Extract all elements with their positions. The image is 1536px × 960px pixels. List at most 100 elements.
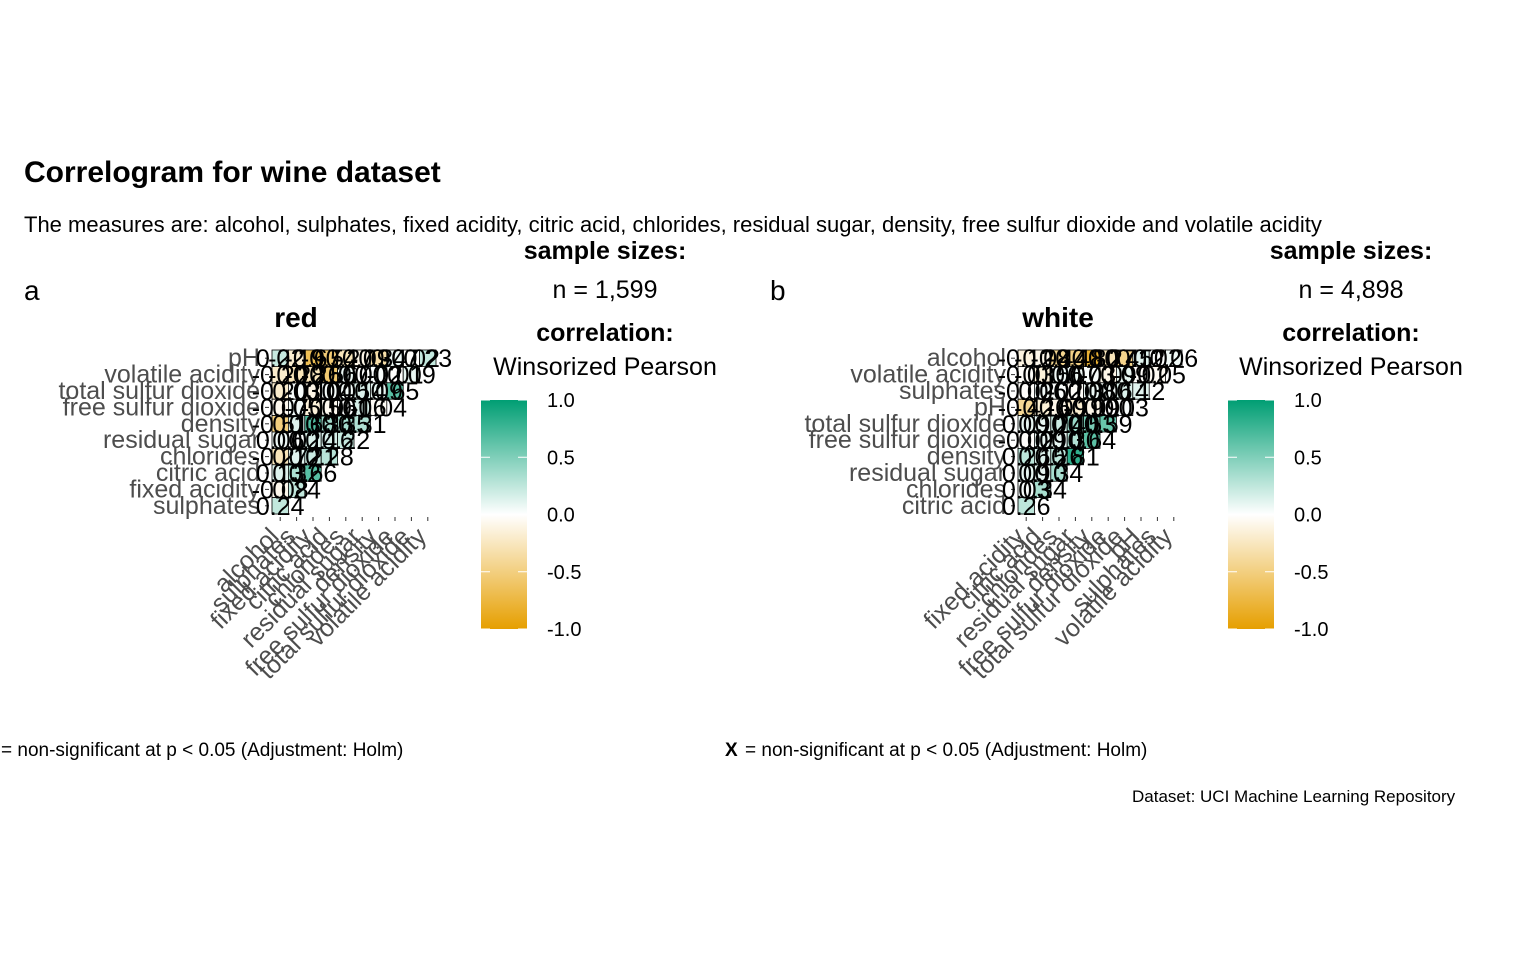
legend-tick-label: 0.5 xyxy=(1294,447,1322,469)
cell-value-label: 0.09 xyxy=(387,362,436,390)
legend-tick-label: 1.0 xyxy=(1294,390,1322,412)
sample-size-value-red: n = 1,599 xyxy=(553,276,658,304)
cell-value-label: -0.04 xyxy=(350,394,407,422)
color-legend-white: 1.0 0.5 0.0 -0.5 -1.0 xyxy=(1228,390,1328,641)
cell-value-label: 0.15 xyxy=(1018,444,1067,472)
cell-value-label: -0.07 xyxy=(252,394,309,422)
cell-value-label: 0.14 xyxy=(1100,378,1149,406)
cell-value-label: 0.14 xyxy=(289,427,338,455)
y-tick-label: pH xyxy=(228,344,260,372)
cell-value-label: 0.20 xyxy=(1035,411,1084,439)
cell-value-label: 0.10 xyxy=(1018,411,1067,439)
cell-value-label: -0.15 xyxy=(285,394,342,422)
y-tick-label: free sulfur dioxide xyxy=(63,393,260,421)
heatmap-cell xyxy=(353,415,371,433)
cell-value-label: 0.03 xyxy=(272,378,321,406)
cell-value-label: 0.09 xyxy=(1002,411,1051,439)
heatmap-cell xyxy=(1132,382,1150,400)
cell-value-label: 0.35 xyxy=(321,411,370,439)
y-tick-label: citric acid xyxy=(902,492,1006,520)
cell-value-label: 0.14 xyxy=(338,378,387,406)
cell-value-label: 0.26 xyxy=(1002,493,1051,521)
heatmap-cell xyxy=(1165,349,1183,367)
cell-value-label: -0.03 xyxy=(998,362,1055,390)
panel-title-red: red xyxy=(274,302,318,333)
cell-value-label: 0.05 xyxy=(321,378,370,406)
cell-value-label: 0.22 xyxy=(256,345,305,373)
cell-value-label: 0.31 xyxy=(338,411,387,439)
cell-value-label: 0.02 xyxy=(1035,378,1084,406)
footnote-white: = non-significant at p < 0.05 (Adjustmen… xyxy=(745,740,1147,761)
cell-value-label: 0.26 xyxy=(1035,444,1084,472)
sample-sizes-label-red: sample sizes: xyxy=(524,237,687,265)
cell-value-label: 0.10 xyxy=(1035,427,1084,455)
cell-value-label: 0.32 xyxy=(272,460,321,488)
cell-value-label: 0.00 xyxy=(1084,394,1133,422)
cell-value-label: 0.05 xyxy=(272,394,321,422)
cell-value-label: 0.06 xyxy=(256,427,305,455)
legend-ticks-white: 1.0 0.5 0.0 -0.5 -1.0 xyxy=(1228,390,1328,641)
heatmap-cell xyxy=(337,431,355,449)
cell-value-label: -0.67 xyxy=(285,345,342,373)
heatmap-cell xyxy=(369,398,388,417)
cell-value-label: 0.53 xyxy=(1067,411,1116,439)
cell-value-label: 0.81 xyxy=(1051,444,1100,472)
y-tick-label: chlorides xyxy=(906,475,1006,503)
cell-value-label: 0.13 xyxy=(256,460,305,488)
cell-value-label: -0.56 xyxy=(301,362,358,390)
heatmap-cell xyxy=(402,365,421,384)
y-tick-label: density xyxy=(181,410,261,438)
legend-subtitle-white: Winsorized Pearson xyxy=(1239,353,1463,381)
cell-value-label: 0.12 xyxy=(1117,378,1166,406)
y-tick-label: residual sugar xyxy=(103,426,260,454)
heatmap-cell xyxy=(1099,415,1117,433)
y-tick-label: volatile acidity xyxy=(850,361,1006,389)
legend-subtitle-red: Winsorized Pearson xyxy=(493,353,717,381)
cell-value-label: -0.27 xyxy=(1080,345,1137,373)
cell-value-label: 0.02 xyxy=(354,362,403,390)
cell-value-label: 0.28 xyxy=(305,444,354,472)
panel-white: b white sample sizes: n = 4,898 correlat… xyxy=(725,237,1463,761)
legend-tick-label: 0.0 xyxy=(547,505,575,527)
cell-value-label: -0.09 xyxy=(334,345,391,373)
y-tick-label: residual sugar xyxy=(849,459,1006,487)
cell-value-label: 0.22 xyxy=(321,427,370,455)
cell-value-label: -0.02 xyxy=(383,345,440,373)
cell-value-label: 0.64 xyxy=(1067,427,1116,455)
cell-value-label: -0.27 xyxy=(252,444,309,472)
cell-value-label: 0.07 xyxy=(321,362,370,390)
page-title: Correlogram for wine dataset xyxy=(24,156,441,189)
cell-value-label: 0.06 xyxy=(1149,345,1198,373)
cell-value-label: 0.03 xyxy=(1002,476,1051,504)
cell-value-label: 0.34 xyxy=(1035,460,1084,488)
cell-value-label: 0.36 xyxy=(305,411,354,439)
cell-value-label: 0.09 xyxy=(354,378,403,406)
sample-size-value-white: n = 4,898 xyxy=(1299,276,1404,304)
footnote-red: = non-significant at p < 0.05 (Adjustmen… xyxy=(1,740,403,761)
cell-value-label: 0.34 xyxy=(1018,476,1067,504)
cell-value-label: 0.09 xyxy=(1100,362,1149,390)
cell-value-label: 0.07 xyxy=(371,345,420,373)
cell-value-label: 0.02 xyxy=(272,427,321,455)
cell-value-label: -0.02 xyxy=(1113,362,1170,390)
cell-value-label: 0.59 xyxy=(1084,411,1133,439)
footnote-marker-white: X xyxy=(725,740,738,761)
cell-value-label: -0.80 xyxy=(1063,345,1120,373)
cell-value-label: 0.10 xyxy=(1018,460,1067,488)
cell-value-label: 0.06 xyxy=(1018,378,1067,406)
panel-tag-b: b xyxy=(770,275,786,306)
cell-value-label: -0.28 xyxy=(268,362,325,390)
cell-value-label: -0.45 xyxy=(1096,345,1153,373)
cell-value-label: -0.12 xyxy=(998,345,1055,373)
cell-value-label: 0.68 xyxy=(289,411,338,439)
heatmap-cell xyxy=(304,464,322,482)
cell-value-label: 0.65 xyxy=(371,378,420,406)
page-subtitle: The measures are: alcohol, sulphates, fi… xyxy=(24,212,1322,237)
legend-tick-label: -0.5 xyxy=(1294,562,1328,584)
cell-value-label: 0.08 xyxy=(1067,378,1116,406)
y-tick-label: volatile acidity xyxy=(104,361,260,389)
heatmap-cell xyxy=(1050,464,1068,482)
heatmap-cell xyxy=(1083,431,1101,449)
cell-value-label: 0.16 xyxy=(305,427,354,455)
